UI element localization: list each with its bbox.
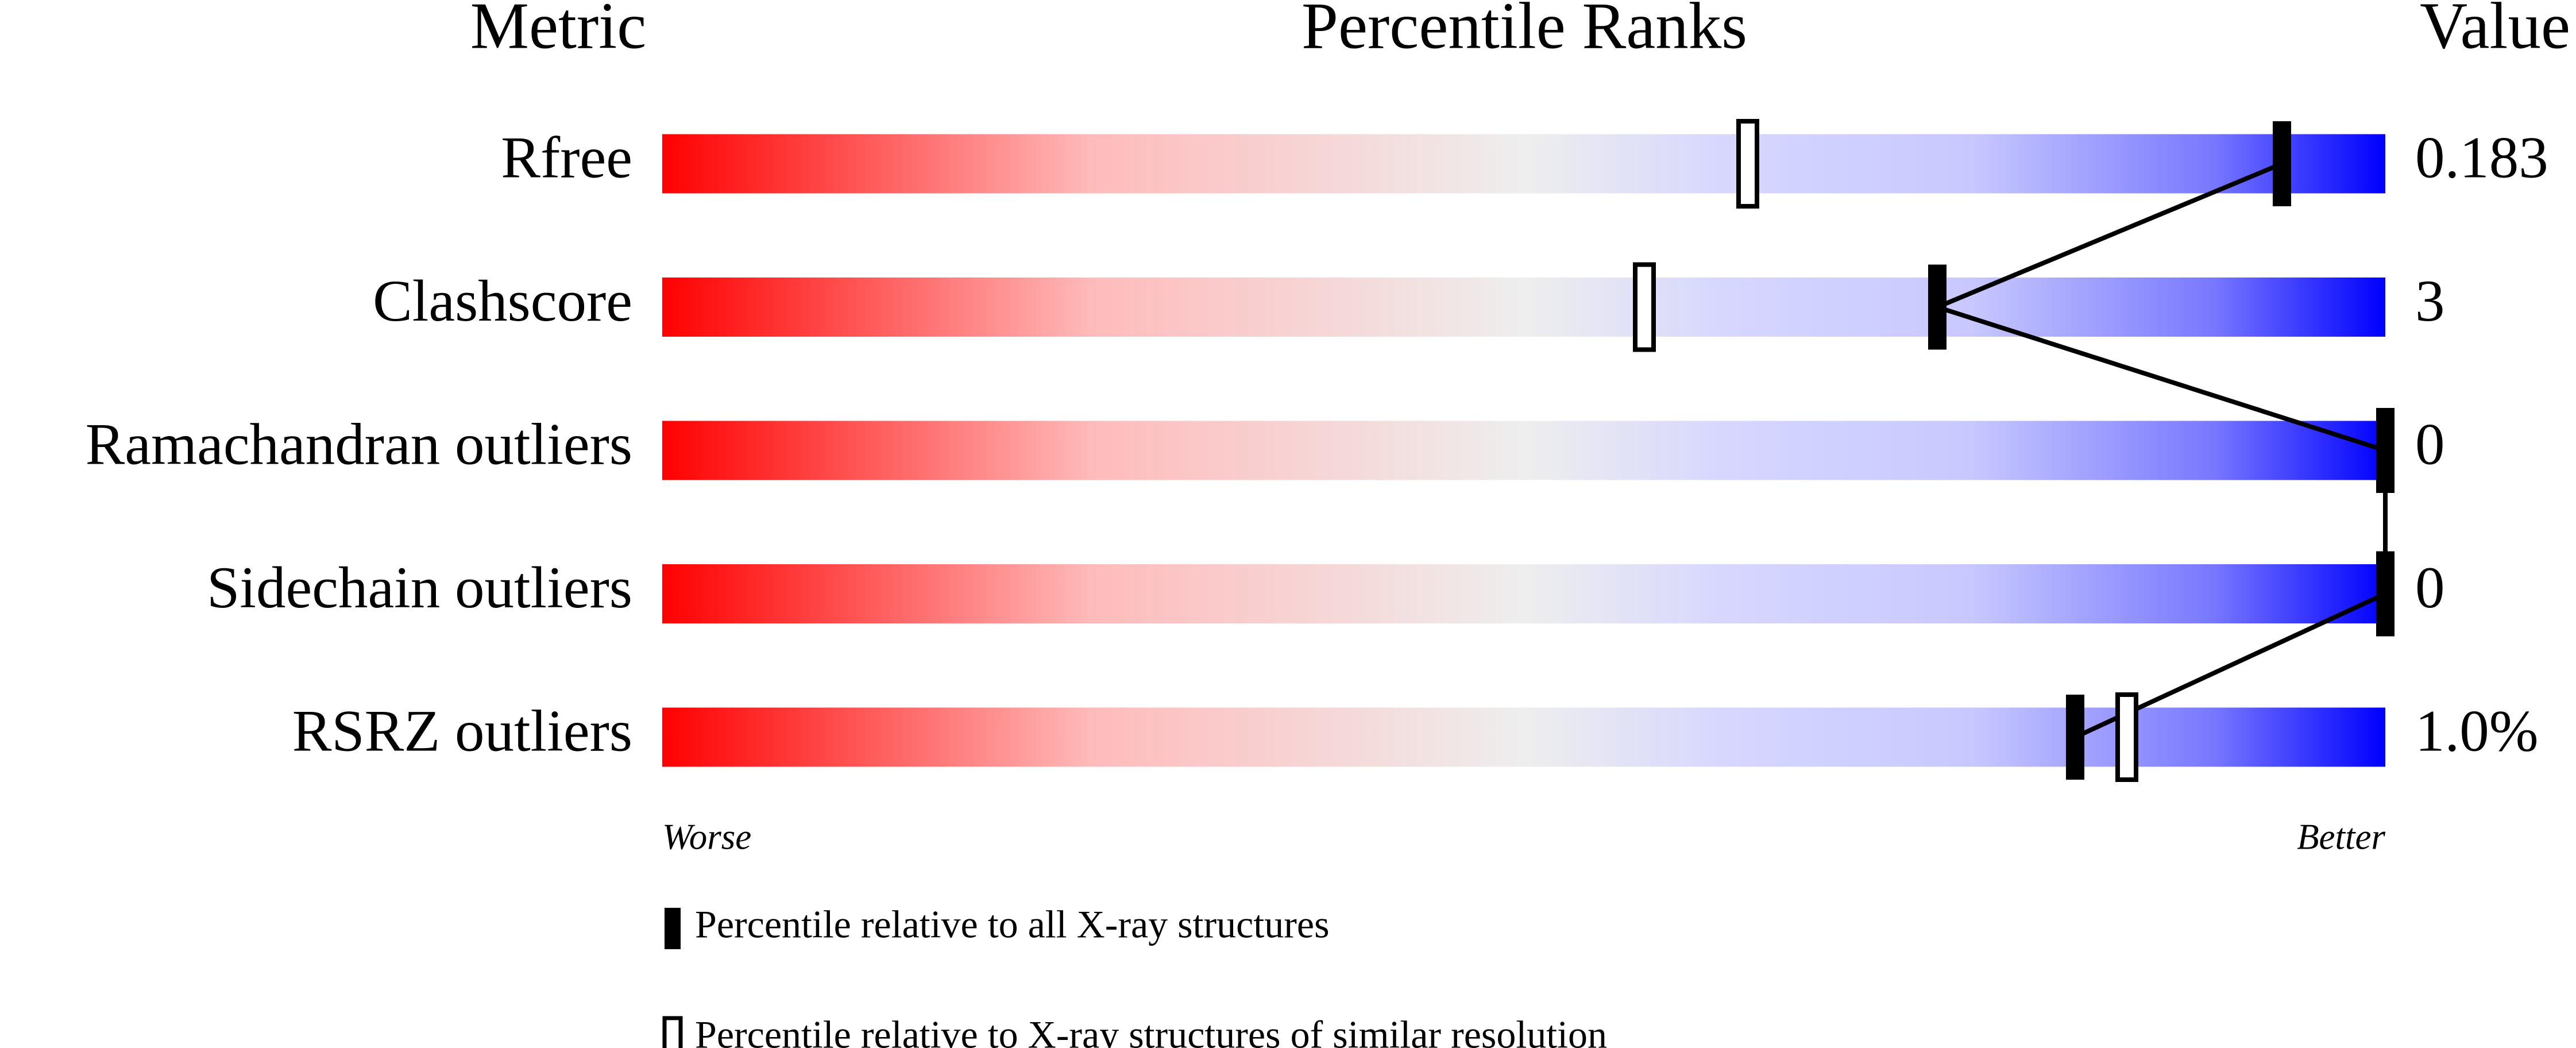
marker-all: [2273, 121, 2291, 206]
marker-all: [1928, 264, 1947, 350]
metric-label: Sidechain outliers: [207, 555, 632, 621]
plot: Rfree 0.183 Clashscore 3 Ramachandran outlie…: [86, 119, 2548, 1048]
metric-value: 0.183: [2415, 125, 2548, 191]
marker-all: [2376, 551, 2395, 637]
marker-similar: [1736, 119, 1759, 209]
metric-label: Clashscore: [373, 268, 632, 334]
metric-value: 3: [2415, 268, 2445, 334]
slider-bar: [662, 134, 2385, 194]
metric-value: 1.0%: [2415, 699, 2539, 764]
metric-value: 0: [2415, 555, 2445, 621]
marker-all: [2376, 408, 2395, 493]
metric-value: 0: [2415, 412, 2445, 477]
marker-similar: [2115, 692, 2138, 782]
legend-swatch: [662, 1016, 683, 1048]
legend-label: Percentile relative to X-ray structures …: [695, 1013, 1607, 1048]
legend-label: Percentile relative to all X-ray structu…: [695, 903, 1330, 946]
header-ranks: Percentile Ranks: [1301, 0, 1747, 62]
metric-label: RSRZ outliers: [292, 699, 632, 764]
slider-bar: [662, 707, 2385, 767]
slider-bar: [662, 278, 2385, 337]
header-metric: Metric: [470, 0, 647, 62]
slider-bar: [662, 564, 2385, 623]
marker-all: [2066, 695, 2084, 780]
worse-label: Worse: [662, 816, 751, 857]
marker-similar: [1633, 262, 1656, 352]
better-label: Better: [2297, 816, 2385, 857]
metric-label: Rfree: [501, 125, 632, 191]
slider-bar: [662, 421, 2385, 480]
legend-swatch: [665, 908, 681, 949]
metric-label: Ramachandran outliers: [86, 412, 632, 477]
header-value: Value: [2420, 0, 2570, 62]
